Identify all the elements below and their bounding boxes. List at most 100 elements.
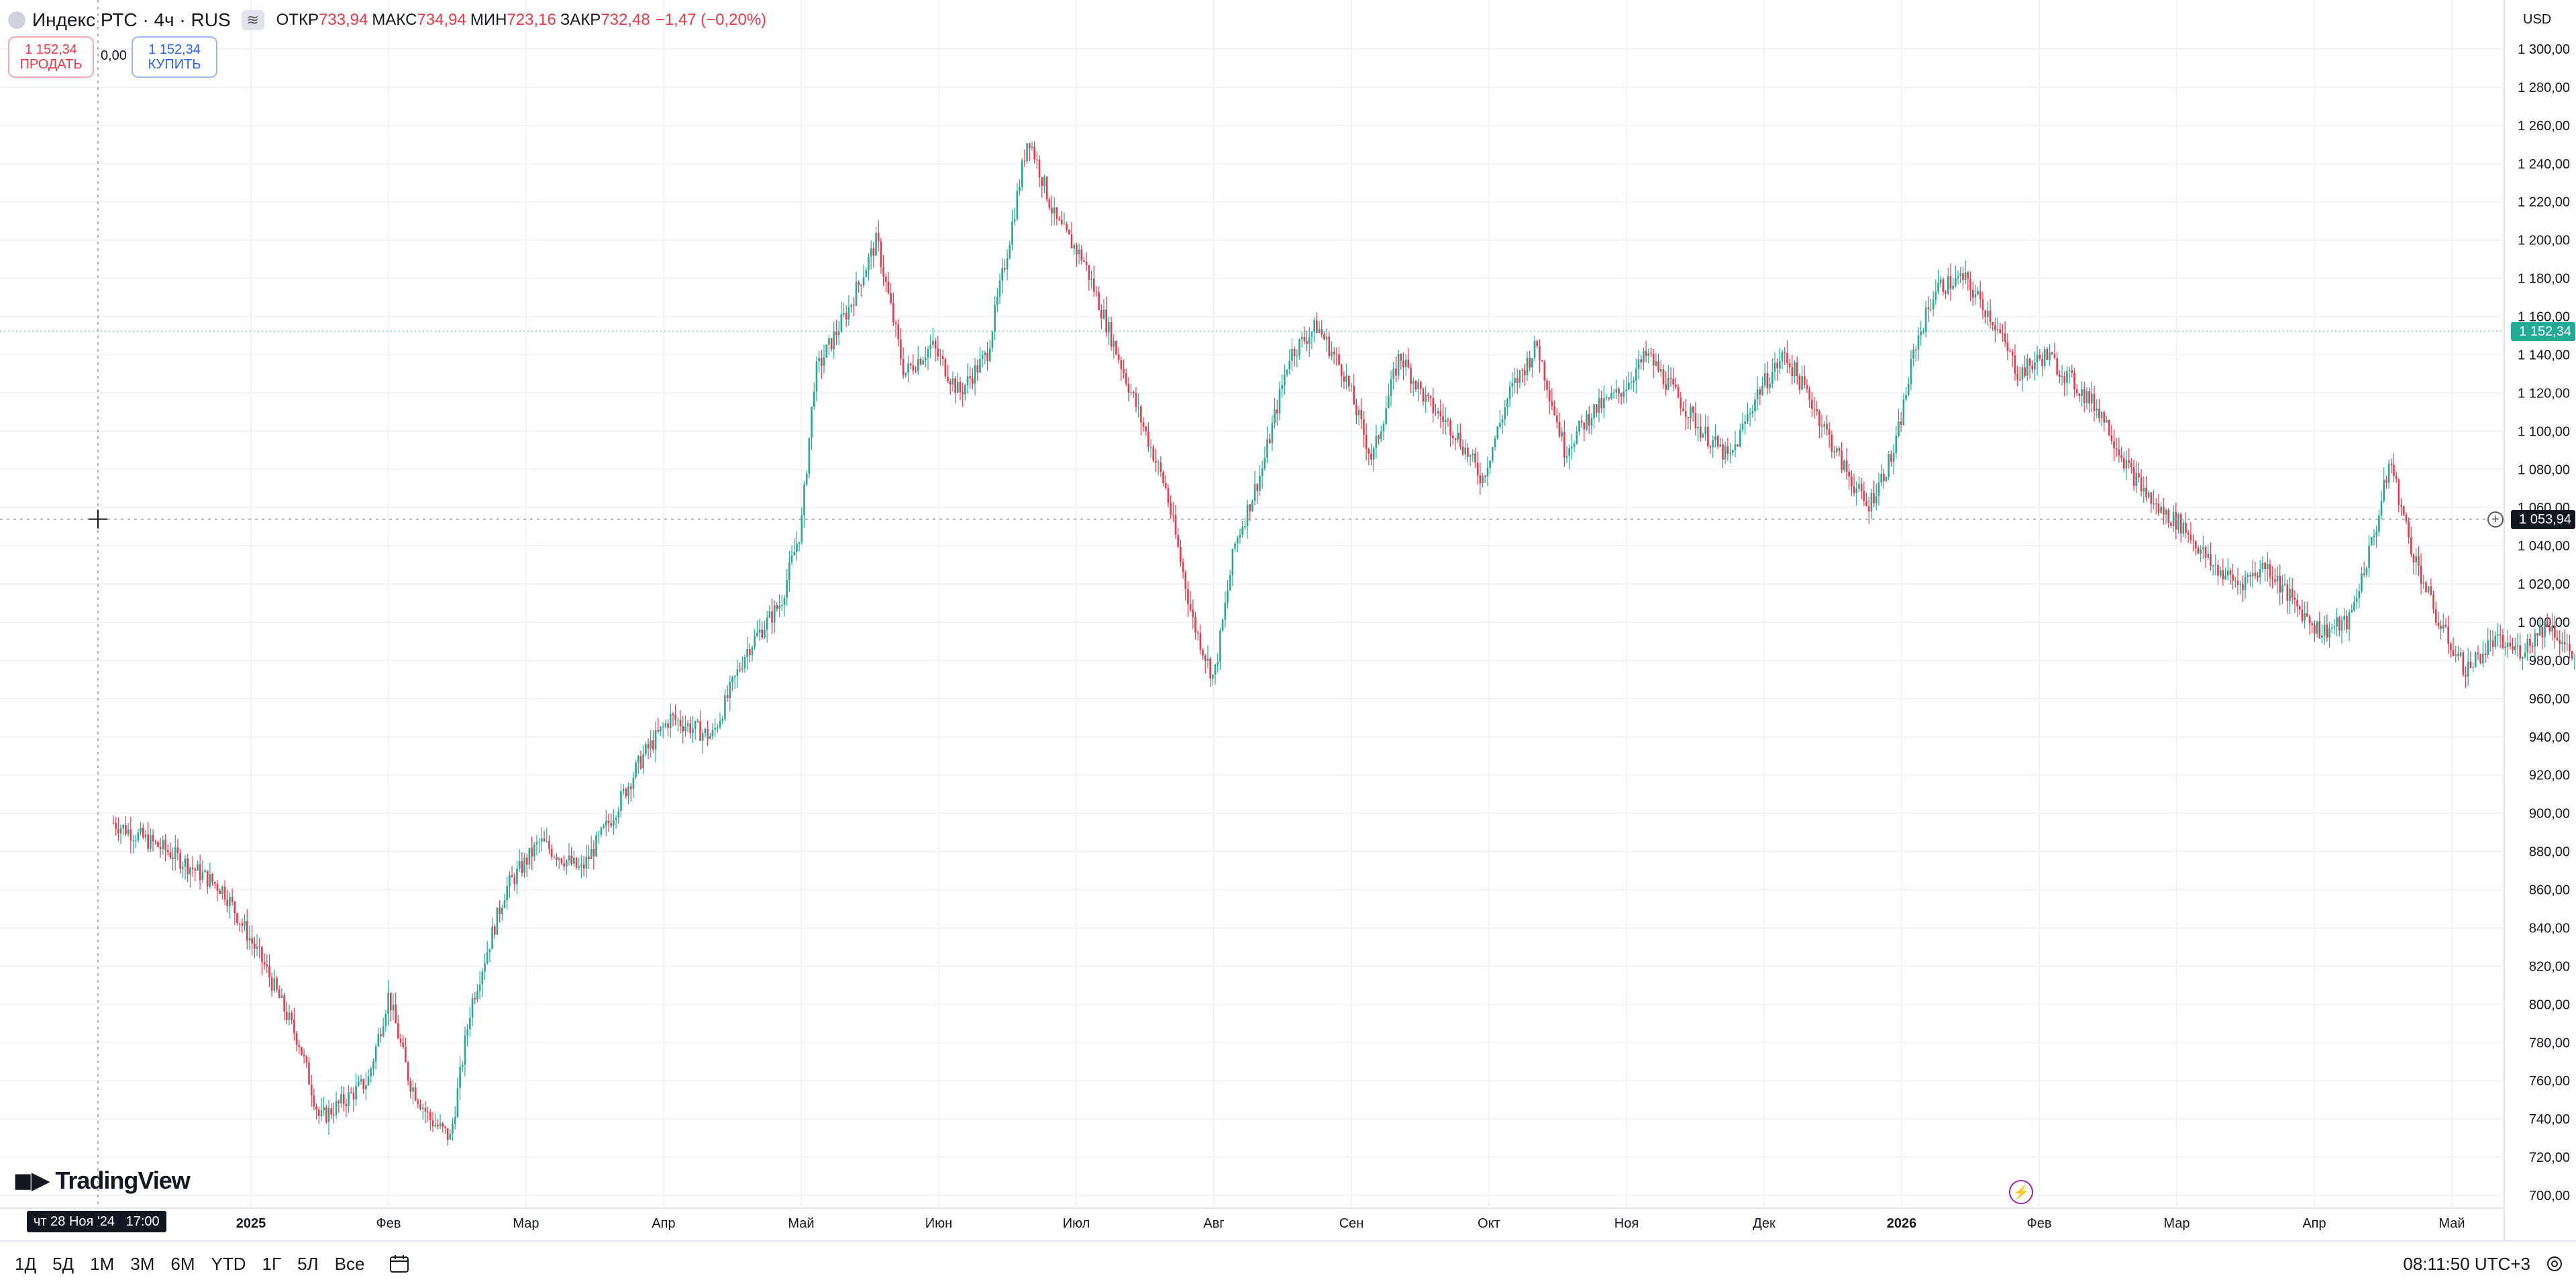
candle-body [2081, 389, 2083, 397]
candle-body [1472, 453, 1474, 456]
indicator-toggle-icon[interactable]: ≋ [241, 10, 264, 30]
candle-body [1521, 370, 1523, 371]
buy-button[interactable]: 1 152,34 КУПИТЬ [132, 36, 217, 78]
candle-body [900, 339, 902, 359]
candle-body [2229, 570, 2232, 575]
lightning-icon[interactable]: ⚡ [2009, 1180, 2033, 1204]
candle-body [2494, 636, 2497, 647]
candle-body [2108, 419, 2110, 436]
candle-body [427, 1111, 429, 1113]
range-6m[interactable]: 6М [170, 1253, 195, 1274]
candle-body [2120, 455, 2122, 458]
candle-body [261, 947, 263, 962]
candle-body [2502, 634, 2504, 648]
candle-body [1447, 419, 1449, 421]
candle-body [1803, 376, 1806, 385]
candle-body [1962, 273, 1964, 281]
candle-body [127, 829, 130, 835]
candle-body [2541, 626, 2544, 638]
candle-body [2009, 350, 2011, 352]
add-alert-plus-icon[interactable]: + [2487, 511, 2504, 528]
range-5d[interactable]: 5Д [52, 1253, 74, 1274]
y-tick-label: 860,00 [2529, 883, 2570, 898]
candle-body [1019, 187, 1021, 191]
candle-body [1338, 354, 1340, 365]
candle-body [2544, 620, 2546, 638]
candle-body [1060, 219, 1063, 225]
candle-body [1404, 359, 1407, 368]
ohlc-high-label: МАКС [372, 11, 417, 29]
y-tick-label: 1 140,00 [2518, 348, 2570, 362]
candle-body [1253, 484, 1256, 501]
candle-body [979, 358, 981, 373]
candle-body [444, 1126, 446, 1129]
candle-body [954, 378, 956, 393]
candle-body [286, 1011, 288, 1020]
candle-body [2306, 613, 2308, 617]
gear-icon[interactable] [2544, 1253, 2565, 1275]
crosshair-price-badge: 1 053,94 [2511, 510, 2575, 529]
candle-body [2422, 582, 2425, 584]
candle-body [2061, 376, 2063, 377]
y-tick-label: 1 180,00 [2518, 272, 2570, 287]
candle-body [1551, 401, 1553, 406]
currency-label[interactable]: USD [2523, 12, 2552, 27]
candle-body [1236, 537, 1239, 544]
candle-body [1105, 309, 1107, 333]
candle-body [2497, 634, 2499, 636]
range-all[interactable]: Все [334, 1253, 365, 1274]
candle-body [714, 728, 716, 730]
range-1d[interactable]: 1Д [15, 1253, 37, 1274]
candle-body [1499, 423, 1501, 427]
candle-body [1633, 380, 1635, 383]
candle-body [974, 365, 976, 384]
candle-body [964, 385, 966, 395]
range-1m[interactable]: 1М [90, 1253, 115, 1274]
candle-body [743, 657, 746, 669]
candle-body [1476, 462, 1479, 476]
candle-body [847, 307, 850, 320]
tradingview-logo[interactable]: ◼▶ TradingView [13, 1167, 191, 1195]
candle-body [2286, 584, 2289, 601]
range-1y[interactable]: 1Г [262, 1253, 282, 1274]
candle-body [2346, 615, 2348, 630]
candle-body [1583, 422, 1586, 430]
candle-body [768, 611, 771, 617]
y-tick-label: 1 080,00 [2518, 462, 2570, 477]
candle-body [288, 1012, 291, 1020]
candle-body [1219, 630, 1221, 662]
candle-body [786, 580, 788, 598]
candle-body [1573, 444, 1576, 447]
calendar-goto-icon[interactable] [386, 1252, 413, 1276]
candle-body [310, 1084, 313, 1096]
clock-timezone[interactable]: 08:11:50 UTC+3 [2403, 1253, 2530, 1274]
range-ytd[interactable]: YTD [211, 1253, 246, 1274]
candle-body [2353, 601, 2355, 611]
candle-body [1140, 406, 1142, 423]
range-3m[interactable]: 3М [130, 1253, 155, 1274]
candle-body [2304, 613, 2306, 622]
range-5y[interactable]: 5Л [297, 1253, 319, 1274]
candle-body [2412, 554, 2415, 562]
candle-body [2385, 480, 2387, 483]
candle-body [157, 842, 159, 847]
y-tick-label: 1 000,00 [2518, 615, 2570, 630]
candle-body [1895, 436, 1898, 454]
candle-body [446, 1128, 449, 1140]
x-tick-label: Мар [2163, 1216, 2189, 1231]
candle-body [915, 370, 917, 372]
candle-body [1586, 413, 1588, 430]
sell-button[interactable]: 1 152,34 ПРОДАТЬ [8, 36, 94, 78]
x-tick-label: Дек [1753, 1216, 1775, 1231]
candle-body [254, 943, 256, 949]
x-tick-label: Фев [376, 1216, 401, 1231]
y-tick-label: 940,00 [2529, 730, 2570, 745]
candle-body [2563, 642, 2566, 645]
candle-body [2014, 355, 2016, 374]
symbol-title[interactable]: Индекс РТС · 4ч · RUS [32, 9, 231, 30]
candle-body [2204, 547, 2207, 558]
candle-body [925, 357, 927, 360]
candle-body [733, 675, 736, 678]
